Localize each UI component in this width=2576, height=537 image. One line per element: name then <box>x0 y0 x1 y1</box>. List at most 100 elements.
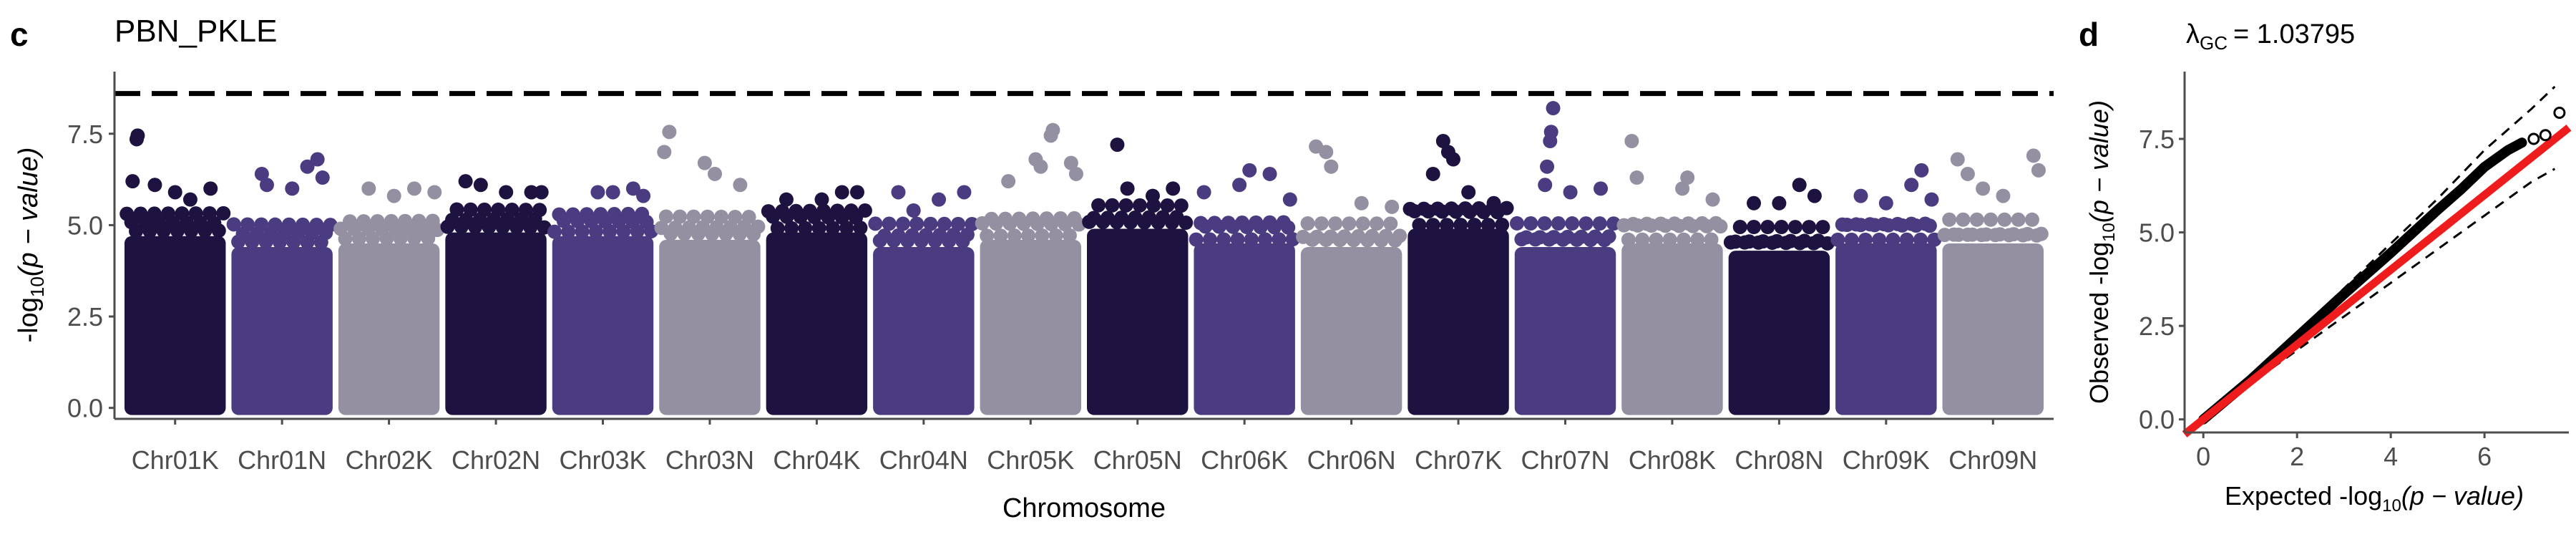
x-tick-label: Chr04K <box>773 445 860 475</box>
qq-x-tick-label: 6 <box>2477 442 2492 471</box>
snp-point <box>1523 216 1538 231</box>
qq-x-label: Expected -log10(p − value) <box>2225 481 2524 516</box>
snp-point <box>216 205 231 221</box>
snp-point <box>1885 232 1901 247</box>
snp-point <box>728 209 743 224</box>
snp-point <box>504 203 519 218</box>
snp-point <box>625 181 640 196</box>
snp-point <box>182 192 197 207</box>
snp-point <box>1262 166 1277 181</box>
snp-point <box>130 128 145 143</box>
snp-point <box>1091 198 1106 213</box>
y-tick-label: 2.5 <box>67 302 103 332</box>
snp-point <box>1540 159 1555 174</box>
snp-point <box>1486 195 1501 211</box>
chromosome-chr06n-points <box>1296 139 1407 415</box>
qq-y-tick-label: 2.5 <box>2139 311 2175 341</box>
snp-point <box>296 217 311 232</box>
snp-point <box>491 202 506 217</box>
snp-point <box>1774 220 1789 235</box>
snp-point <box>1624 134 1639 148</box>
snp-point <box>853 221 868 236</box>
snp-point <box>605 185 620 200</box>
snp-point <box>741 210 756 225</box>
snp-point <box>1772 195 1787 211</box>
snp-point <box>518 203 533 218</box>
qq-upper-confidence-band <box>2202 85 2556 420</box>
x-tick-label: Chr09N <box>1948 445 2037 475</box>
snp-point <box>361 181 376 196</box>
qq-x-tick-label: 4 <box>2384 442 2398 471</box>
snp-point <box>1629 170 1644 185</box>
snp-point <box>923 216 938 231</box>
snp-point <box>1914 163 1929 178</box>
snp-point <box>951 216 966 231</box>
dense-points-block <box>1514 247 1616 415</box>
snp-point <box>798 221 813 236</box>
qq-y-ticks: 0.0 2.5 5.0 7.5 <box>2139 125 2185 435</box>
snp-point <box>1787 220 1802 235</box>
snp-point <box>1445 152 1460 167</box>
snp-point <box>1145 188 1160 203</box>
manhattan-title: PBN_PKLE <box>114 14 277 49</box>
snp-point <box>857 203 872 218</box>
snp-point <box>421 231 436 246</box>
lambda-value: = 1.03795 <box>2233 19 2355 49</box>
snp-point <box>1132 198 1147 213</box>
snp-point <box>1033 159 1048 174</box>
lambda-subscript: GC <box>2200 32 2228 54</box>
qq-panel: d λGC = 1.03795 0.0 2.5 5.0 7.5 0 2 4 6 Observe… <box>2079 16 2572 516</box>
dense-points-block <box>1407 228 1509 415</box>
snp-point <box>170 223 185 238</box>
snp-point <box>1230 232 1245 247</box>
qq-x-tick-label: 2 <box>2290 442 2304 471</box>
snp-point <box>1551 216 1566 231</box>
snp-point <box>310 152 325 167</box>
snp-point <box>386 188 401 203</box>
snp-point <box>1997 212 2012 227</box>
snp-point <box>2031 163 2046 178</box>
snp-point <box>1439 218 1454 233</box>
snp-point <box>1950 152 1965 167</box>
snp-point <box>1579 216 1594 231</box>
snp-point <box>1202 232 1217 247</box>
snp-point <box>1844 232 1859 247</box>
chromosome-chr02n-points <box>440 174 552 415</box>
x-tick-label: Chr09K <box>1843 445 1930 475</box>
manhattan-x-label: Chromosome <box>1002 493 1166 523</box>
snp-point <box>1467 218 1482 233</box>
snp-point <box>1976 181 1991 196</box>
snp-point <box>1956 212 1971 227</box>
snp-point <box>1635 232 1650 247</box>
dense-points-block <box>1621 243 1723 415</box>
snp-point <box>733 178 748 193</box>
y-tick-label: 7.5 <box>67 120 103 149</box>
dense-points-block <box>125 236 226 415</box>
snp-point <box>1166 181 1181 196</box>
snp-point <box>1328 216 1343 231</box>
x-tick-label: Chr06N <box>1307 445 1396 475</box>
manhattan-x-ticks: Chr01K Chr01N Chr02K Chr02N Chr03K Chr03N Chr0… <box>132 419 2037 475</box>
snp-point <box>1565 216 1580 231</box>
snp-point <box>1969 212 1984 227</box>
qq-x-label-sub: 10 <box>2382 496 2401 516</box>
snp-point <box>1546 101 1561 116</box>
snp-point <box>156 223 171 238</box>
snp-point <box>1324 159 1339 174</box>
snp-point <box>1802 220 1817 235</box>
snp-point <box>1196 185 1211 200</box>
qq-tail-point <box>2539 129 2552 142</box>
x-tick-label: Chr07N <box>1521 445 1609 475</box>
snp-point <box>226 217 241 232</box>
snp-point <box>708 166 723 181</box>
snp-point <box>147 178 162 193</box>
snp-point <box>1760 220 1775 235</box>
snp-point <box>1747 220 1762 235</box>
snp-point <box>561 224 576 239</box>
snp-point <box>1244 232 1259 247</box>
manhattan-y-label: -log10(p − value) <box>14 147 48 343</box>
snp-point <box>268 217 283 232</box>
snp-point <box>1110 137 1125 153</box>
snp-point <box>784 221 799 236</box>
snp-point <box>499 185 514 200</box>
